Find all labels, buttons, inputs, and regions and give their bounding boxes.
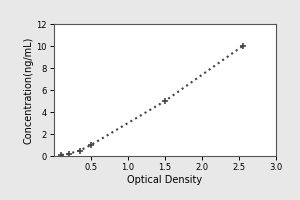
Y-axis label: Concentration(ng/mL): Concentration(ng/mL)	[24, 36, 34, 144]
X-axis label: Optical Density: Optical Density	[128, 175, 202, 185]
